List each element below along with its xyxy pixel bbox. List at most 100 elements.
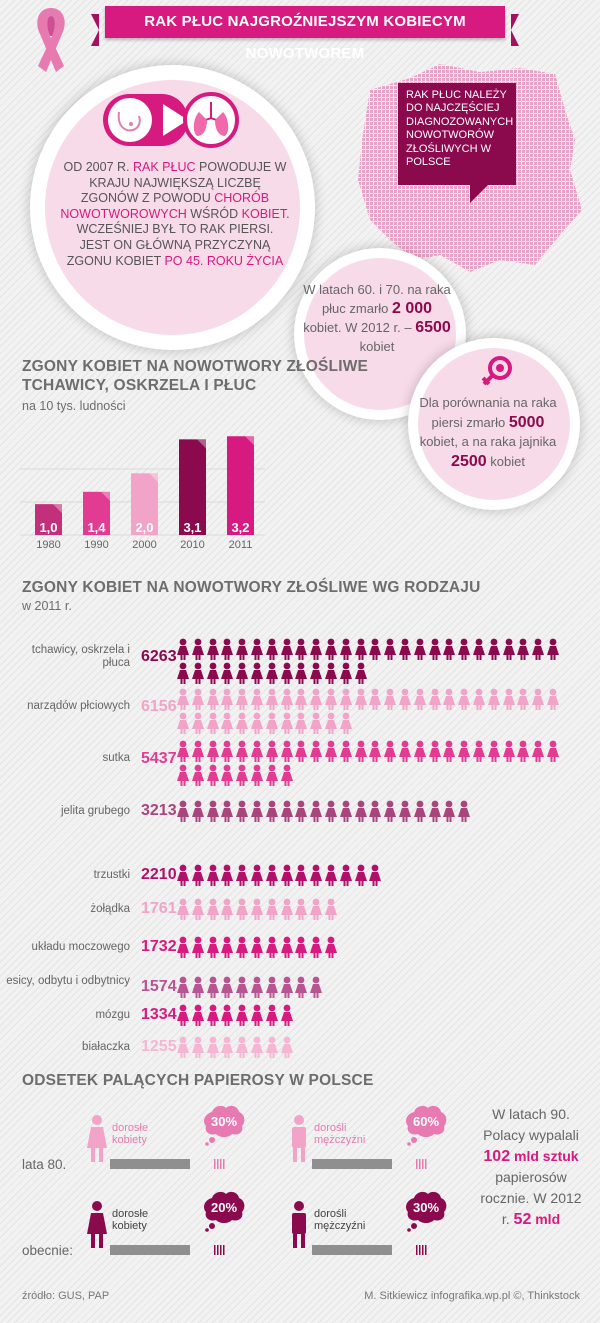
bar-value-label: 3,2: [231, 520, 249, 535]
woman-icon: [177, 864, 189, 886]
smoking-series-label: dorosłe kobiety: [112, 1208, 149, 1232]
x-tick-label: 2010: [180, 539, 204, 551]
woman-icon: [325, 688, 337, 710]
woman-icon: [177, 740, 189, 762]
intro-highlight-women: KOBIET: [241, 206, 287, 221]
man-icon: [292, 1201, 306, 1248]
woman-icon: [236, 712, 249, 734]
woman-icon: [221, 1004, 234, 1026]
woman-icon: [265, 740, 278, 762]
bar-fold-2010: [197, 439, 206, 449]
woman-icon: [325, 864, 337, 886]
woman-icon: [251, 1004, 263, 1026]
woman-icon: [384, 740, 397, 762]
woman-icon: [369, 688, 382, 710]
woman-icon: [191, 864, 204, 886]
woman-icon: [354, 800, 367, 822]
bar-fold-2000: [149, 473, 158, 483]
woman-icon: [487, 740, 500, 762]
breast-to-lungs-icon: [103, 92, 239, 148]
smoking-note: W latach 90. Polacy wypalali 102 mld szt…: [476, 1104, 586, 1230]
bar-2011: [227, 436, 254, 535]
bar-value-label: 1,4: [87, 520, 106, 535]
section1-title-line2: TCHAWICY, OSKRZELA I PŁUC: [22, 377, 257, 394]
woman-icon: [354, 662, 367, 684]
source-note: źródło: GUS, PAP: [22, 1290, 110, 1302]
cigarette-body: [312, 1245, 392, 1255]
woman-icon: [369, 740, 382, 762]
smoking-value-102: 102: [483, 1148, 511, 1165]
woman-icon: [339, 740, 352, 762]
woman-icon: [413, 638, 426, 660]
woman-icon: [547, 688, 559, 710]
woman-icon: [177, 936, 189, 958]
woman-icon: [517, 638, 530, 660]
woman-icon: [428, 688, 441, 710]
woman-icon: [369, 800, 382, 822]
x-tick-label: 1990: [84, 539, 108, 551]
woman-icon: [206, 688, 219, 710]
woman-icon: [517, 688, 530, 710]
woman-icon: [191, 662, 204, 684]
woman-icon: [532, 638, 545, 660]
woman-icon: [443, 688, 456, 710]
woman-icon: [221, 740, 234, 762]
category-label: układu moczowego: [31, 941, 130, 953]
woman-icon: [265, 1004, 278, 1026]
stat-value-2000: 2 000: [392, 300, 433, 317]
category-label: narządów płciowych: [27, 700, 130, 712]
woman-icon: [236, 764, 249, 786]
woman-icon: [191, 898, 204, 920]
woman-icon: [236, 688, 249, 710]
woman-icon: [443, 800, 456, 822]
woman-icon: [191, 638, 204, 660]
woman-icon: [280, 864, 293, 886]
woman-icon: [191, 976, 204, 998]
woman-icon: [236, 662, 249, 684]
cigarette-bar: [312, 1159, 427, 1169]
woman-icon: [325, 936, 337, 958]
bar-value-label: 3,1: [183, 520, 201, 535]
woman-icon: [221, 936, 234, 958]
woman-icon: [339, 688, 352, 710]
woman-icon: [428, 740, 441, 762]
bar-1990: [83, 491, 110, 535]
stat-text-1960s: W latach 60. i 70. na raka płuc zmarło 2…: [302, 280, 452, 356]
woman-icon: [265, 638, 278, 660]
woman-icon: [251, 662, 263, 684]
cigarette-bar: [110, 1245, 225, 1255]
stat-text-part: kobiet: [359, 339, 395, 354]
percent-label: 30%: [413, 1200, 439, 1215]
woman-icon: [87, 1201, 107, 1248]
woman-icon: [443, 638, 456, 660]
woman-icon: [191, 1004, 204, 1026]
intro-highlight-age: PO 45. ROKU ŻYCIA: [164, 253, 284, 268]
woman-icon: [399, 688, 411, 710]
intro-highlight-lung-cancer: RAK PŁUC: [132, 160, 196, 174]
woman-icon: [280, 1036, 293, 1058]
woman-icon: [295, 740, 308, 762]
woman-icon: [310, 638, 323, 660]
cigarette-bar: [110, 1159, 225, 1169]
woman-icon: [310, 800, 323, 822]
woman-icon: [236, 1004, 249, 1026]
woman-icon: [280, 662, 293, 684]
woman-icon: [177, 1036, 189, 1058]
woman-icon: [177, 800, 189, 822]
category-label: sutka: [102, 752, 131, 764]
stat-value-5000: 5000: [508, 413, 545, 431]
woman-icon: [221, 1036, 234, 1058]
woman-icon: [265, 976, 278, 998]
woman-icon: [295, 712, 308, 734]
woman-icon: [265, 712, 278, 734]
category-value: 3213: [141, 802, 177, 819]
woman-icon: [325, 712, 337, 734]
woman-icon: [310, 936, 323, 958]
woman-icon: [251, 764, 263, 786]
woman-icon: [413, 688, 426, 710]
woman-icon: [325, 800, 337, 822]
woman-icon: [369, 864, 382, 886]
bar-fold-1990: [101, 491, 110, 501]
woman-icon: [191, 764, 204, 786]
woman-icon: [473, 688, 485, 710]
